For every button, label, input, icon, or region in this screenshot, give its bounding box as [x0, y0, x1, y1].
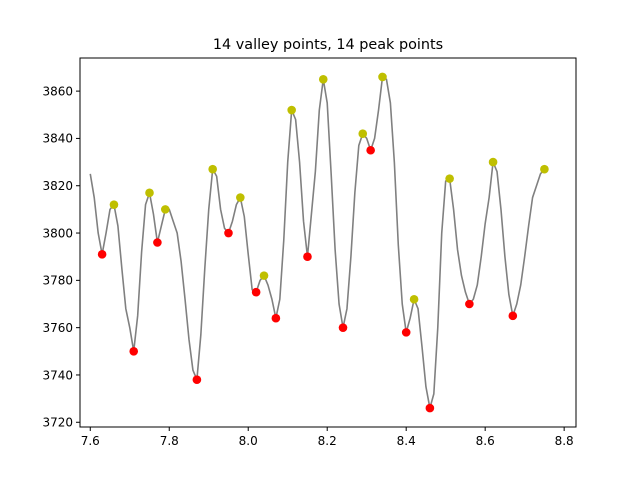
valley-point-11	[401, 328, 411, 337]
chart-title: 14 valley points, 14 peak points	[213, 37, 443, 53]
peak-point-3	[160, 205, 170, 214]
valley-point-13	[465, 299, 474, 309]
peak-point-4	[208, 164, 217, 174]
valley-point-14	[508, 311, 518, 321]
valley-point-2	[129, 347, 139, 356]
peak-point-13	[488, 157, 498, 167]
x-tick-label: 8.6	[476, 434, 495, 448]
peak-point-2	[145, 188, 154, 198]
peak-point-9	[358, 129, 368, 138]
y-tick-label: 3840	[42, 132, 73, 146]
peak-point-7	[287, 105, 296, 115]
axes: 7.6 7.8 8.0 8.2 8.4 8.6 8.8 3720 3740 3760 3780 380…	[42, 57, 577, 448]
peak-point-11	[409, 294, 419, 304]
peak-point-10	[378, 72, 387, 82]
valley-point-7	[271, 313, 281, 323]
valley-point-5	[224, 228, 233, 238]
valley-point-1	[97, 250, 107, 259]
valley-point-12	[425, 403, 435, 413]
x-tick-label: 7.8	[160, 434, 179, 448]
valley-point-10	[366, 145, 375, 155]
x-tick-label: 8.2	[318, 434, 337, 448]
x-tick-label: 8.4	[397, 434, 416, 448]
valley-point-4	[192, 375, 202, 384]
y-tick-label: 3780	[42, 274, 73, 288]
y-tick-label: 3740	[42, 368, 73, 382]
peak-point-14	[540, 164, 549, 174]
x-tick-label: 8.8	[555, 434, 574, 448]
peak-point-6	[259, 271, 269, 280]
peak-point-12	[445, 174, 454, 183]
peak-point-8	[318, 74, 328, 84]
peak-point-5	[236, 193, 245, 202]
valley-point-8	[303, 252, 312, 261]
y-tick-label: 3760	[42, 321, 73, 335]
x-tick-label: 7.6	[81, 434, 100, 448]
y-tick-label: 3720	[42, 416, 73, 430]
axes-frame	[79, 57, 577, 428]
data-marks	[89, 72, 549, 413]
valley-point-3	[153, 238, 162, 247]
peak-point-1	[109, 200, 119, 209]
valley-point-9	[338, 323, 348, 332]
y-tick-label: 3860	[42, 84, 73, 98]
valley-point-6	[251, 287, 261, 297]
y-tick-label: 3820	[42, 179, 73, 193]
y-tick-label: 3800	[42, 226, 73, 240]
x-tick-label: 8.0	[239, 434, 258, 448]
